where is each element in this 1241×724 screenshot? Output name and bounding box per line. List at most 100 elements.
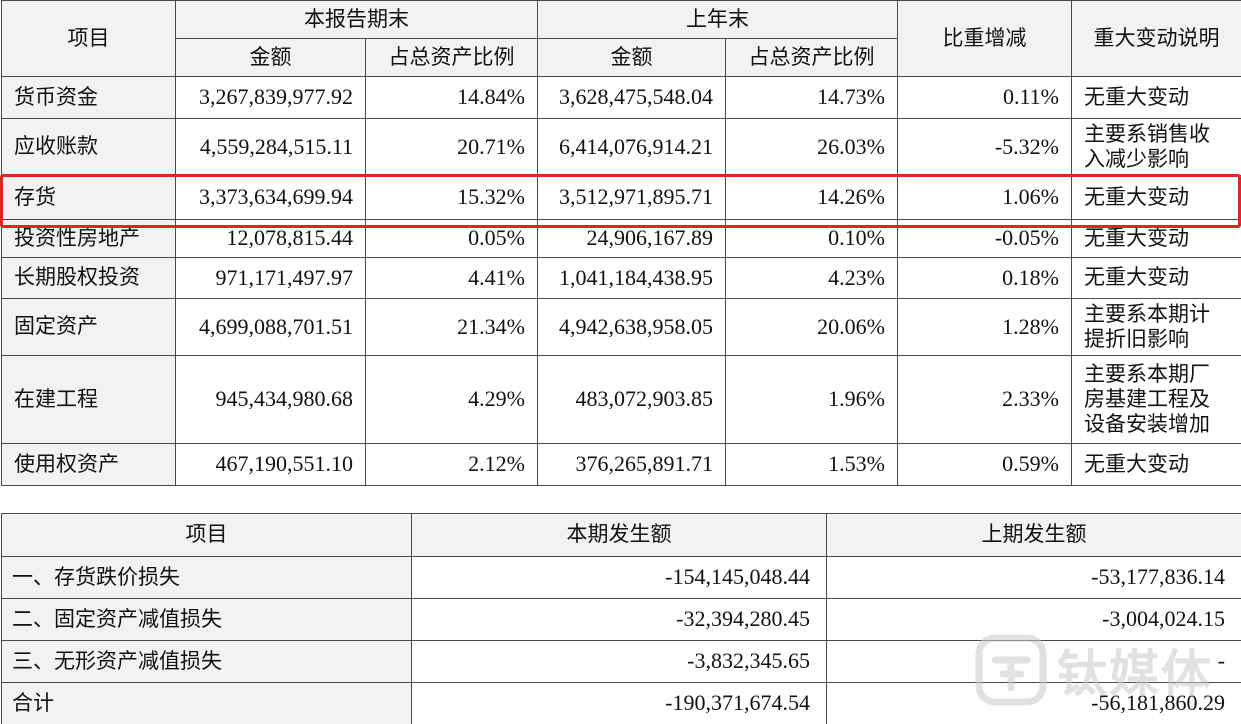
row-name: 存货: [1, 175, 176, 220]
change: 2.33%: [897, 355, 1072, 444]
explanation: 无重大变动: [1071, 443, 1241, 486]
prev-ratio: 4.23%: [725, 257, 898, 299]
header-prior: 上期发生额: [826, 513, 1241, 557]
prev-ratio: 14.73%: [725, 76, 898, 119]
header-item: 项目: [1, 0, 176, 77]
row-name: 投资性房地产: [1, 219, 176, 258]
prior: -3,004,024.15: [826, 598, 1241, 641]
explanation: 主要系本期厂 房基建工程及 设备安装增加: [1071, 355, 1241, 444]
row-name: 长期股权投资: [1, 257, 176, 299]
change: 0.59%: [897, 443, 1072, 486]
current: -154,145,048.44: [411, 556, 827, 599]
row-name: 应收账款: [1, 118, 176, 176]
explanation-line: 入减少影响: [1084, 147, 1189, 171]
explanation: 无重大变动: [1071, 175, 1241, 220]
row-name: 一、存货跌价损失: [1, 556, 412, 599]
header-prev-ratio: 占总资产比例: [725, 38, 898, 77]
explanation-line: 主要系本期计: [1084, 301, 1210, 326]
row-name: 使用权资产: [1, 443, 176, 486]
explanation-line: 提折旧影响: [1084, 327, 1189, 351]
impairment-loss-table: 项目 本期发生额 上期发生额 一、存货跌价损失 -154,145,048.44 -5…: [1, 513, 1241, 724]
explanation-line: 主要系销售收: [1084, 121, 1210, 146]
explanation-line: 房基建工程及: [1084, 386, 1210, 411]
header-explanation: 重大变动说明: [1071, 0, 1241, 77]
table-row: 存货 3,373,634,699.94 15.32% 3,512,971,895.71…: [1, 175, 1241, 220]
cur-amount: 945,434,980.68: [175, 355, 366, 444]
row-name: 固定资产: [1, 298, 176, 356]
cur-ratio: 0.05%: [365, 219, 538, 258]
header-current-period-end: 本报告期末: [175, 0, 538, 39]
prior: -53,177,836.14: [826, 556, 1241, 599]
change: 1.06%: [897, 175, 1072, 220]
cur-ratio: 14.84%: [365, 76, 538, 119]
explanation: 主要系销售收 入减少影响: [1071, 118, 1241, 176]
table-row: 货币资金 3,267,839,977.92 14.84% 3,628,475,548.…: [1, 76, 1241, 119]
row-name: 三、无形资产减值损失: [1, 640, 412, 683]
header-change: 比重增减: [897, 0, 1072, 77]
cur-ratio: 20.71%: [365, 118, 538, 176]
cur-ratio: 4.29%: [365, 355, 538, 444]
prev-amount: 6,414,076,914.21: [537, 118, 726, 176]
row-name: 在建工程: [1, 355, 176, 444]
explanation: 无重大变动: [1071, 219, 1241, 258]
prev-amount: 24,906,167.89: [537, 219, 726, 258]
explanation-line: 设备安装增加: [1084, 412, 1210, 437]
explanation-line: 无重大变动: [1084, 184, 1189, 209]
header-prev-amount: 金额: [537, 38, 726, 77]
prev-amount: 3,512,971,895.71: [537, 175, 726, 220]
change: -0.05%: [897, 219, 1072, 258]
cur-ratio: 2.12%: [365, 443, 538, 486]
explanation: 无重大变动: [1071, 257, 1241, 299]
explanation-line: 无重大变动: [1084, 265, 1189, 290]
balance-sheet-table: 项目 本报告期末 上年末 比重增减 重大变动说明 金额 占总资产比例 金额 占总…: [1, 0, 1241, 486]
header-cur-amount: 金额: [175, 38, 366, 77]
cur-amount: 12,078,815.44: [175, 219, 366, 258]
header-prior-year-end: 上年末: [537, 0, 898, 39]
current: -3,832,345.65: [411, 640, 827, 683]
prev-ratio: 0.10%: [725, 219, 898, 258]
row-name: 二、固定资产减值损失: [1, 598, 412, 641]
tmtpost-logo-icon: [975, 634, 1047, 706]
table-row: 一、存货跌价损失 -154,145,048.44 -53,177,836.14: [1, 556, 1241, 599]
table-row: 使用权资产 467,190,551.10 2.12% 376,265,891.71 1.…: [1, 443, 1241, 486]
explanation-line: 无重大变动: [1084, 84, 1189, 109]
prev-ratio: 20.06%: [725, 298, 898, 356]
table-row: 二、固定资产减值损失 -32,394,280.45 -3,004,024.15: [1, 598, 1241, 641]
watermark: 钛媒体: [975, 630, 1225, 710]
prev-ratio: 14.26%: [725, 175, 898, 220]
change: 0.18%: [897, 257, 1072, 299]
cur-ratio: 15.32%: [365, 175, 538, 220]
row-name: 货币资金: [1, 76, 176, 119]
prev-amount: 483,072,903.85: [537, 355, 726, 444]
prev-amount: 3,628,475,548.04: [537, 76, 726, 119]
cur-amount: 4,559,284,515.11: [175, 118, 366, 176]
cur-amount: 3,373,634,699.94: [175, 175, 366, 220]
watermark-text: 钛媒体: [1057, 645, 1213, 703]
change: 0.11%: [897, 76, 1072, 119]
prev-amount: 376,265,891.71: [537, 443, 726, 486]
prev-amount: 1,041,184,438.95: [537, 257, 726, 299]
table-row: 长期股权投资 971,171,497.97 4.41% 1,041,184,438.9…: [1, 257, 1241, 299]
header-cur-ratio: 占总资产比例: [365, 38, 538, 77]
header-current: 本期发生额: [411, 513, 827, 557]
table-row: 应收账款 4,559,284,515.11 20.71% 6,414,076,914.…: [1, 118, 1241, 176]
cur-ratio: 4.41%: [365, 257, 538, 299]
explanation-line: 主要系本期厂: [1084, 361, 1210, 386]
change: -5.32%: [897, 118, 1072, 176]
explanation-line: 无重大变动: [1084, 451, 1189, 476]
explanation: 无重大变动: [1071, 76, 1241, 119]
current: -32,394,280.45: [411, 598, 827, 641]
prev-ratio: 1.53%: [725, 443, 898, 486]
cur-amount: 3,267,839,977.92: [175, 76, 366, 119]
change: 1.28%: [897, 298, 1072, 356]
prev-amount: 4,942,638,958.05: [537, 298, 726, 356]
prev-ratio: 1.96%: [725, 355, 898, 444]
prev-ratio: 26.03%: [725, 118, 898, 176]
table-row: 在建工程 945,434,980.68 4.29% 483,072,903.85 1.9…: [1, 355, 1241, 444]
current: -190,371,674.54: [411, 682, 827, 724]
row-name: 合计: [1, 682, 412, 724]
cur-amount: 467,190,551.10: [175, 443, 366, 486]
explanation: 主要系本期计 提折旧影响: [1071, 298, 1241, 356]
table-gap: [0, 494, 1241, 513]
table-row: 投资性房地产 12,078,815.44 0.05% 24,906,167.89 0.1…: [1, 219, 1241, 258]
